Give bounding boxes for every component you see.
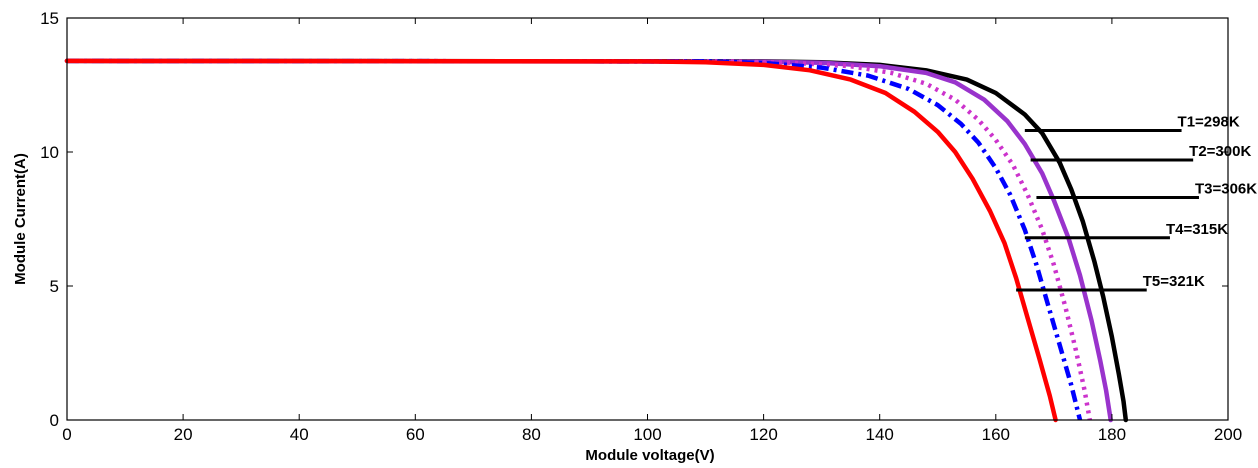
x-tick-label: 160 bbox=[982, 425, 1010, 444]
y-tick-label: 5 bbox=[50, 277, 59, 296]
annotation-label: T2=300K bbox=[1189, 143, 1251, 160]
annotation-label: T4=315K bbox=[1166, 221, 1228, 238]
x-tick-label: 140 bbox=[866, 425, 894, 444]
x-tick-label: 0 bbox=[62, 425, 71, 444]
annotation-label: T5=321K bbox=[1143, 273, 1205, 290]
x-tick-label: 100 bbox=[633, 425, 661, 444]
series-line-t2 bbox=[64, 58, 1113, 423]
y-tick-label: 15 bbox=[40, 9, 59, 28]
annotation-label: T1=298K bbox=[1178, 114, 1240, 131]
series-line-t5 bbox=[64, 58, 1058, 423]
x-tick-label: 200 bbox=[1214, 425, 1242, 444]
x-tick-label: 60 bbox=[406, 425, 425, 444]
x-tick-label: 80 bbox=[522, 425, 541, 444]
x-tick-label: 120 bbox=[749, 425, 777, 444]
x-tick-label: 180 bbox=[1098, 425, 1126, 444]
axis-ticks: 0 20 40 60 80 100 120 140 160 180 200 0 5 10 15 bbox=[40, 9, 1242, 444]
temperature-annotations: T1=298K T2=300K T3=306K T4=315K T5=321K bbox=[1016, 114, 1257, 292]
y-tick-label: 10 bbox=[40, 143, 59, 162]
x-tick-label: 20 bbox=[174, 425, 193, 444]
y-tick-label: 0 bbox=[50, 411, 59, 430]
annotation-label: T3=306K bbox=[1195, 181, 1257, 198]
y-axis-label: Module Current(A) bbox=[12, 153, 29, 285]
series-curves bbox=[64, 58, 1129, 423]
series-line-t4 bbox=[66, 58, 1083, 421]
x-axis-label: Module voltage(V) bbox=[585, 447, 714, 464]
x-tick-label: 40 bbox=[290, 425, 309, 444]
